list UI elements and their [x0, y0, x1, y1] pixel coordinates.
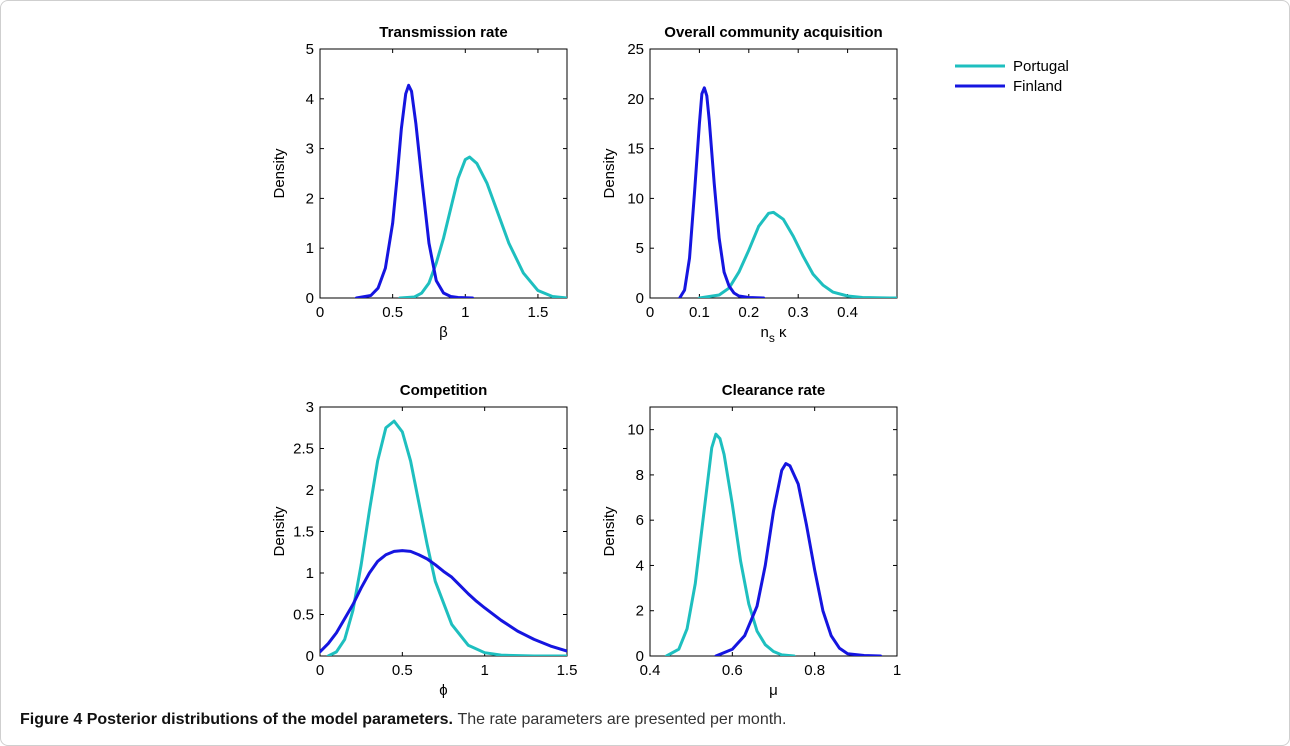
y-tick-label: 1 — [306, 565, 314, 582]
subplot-2: 0 5 10 15 20 25 0 0.1 0.2 0.3 0.4 Overall community… — [601, 24, 898, 345]
x-axis-label: ϕ — [439, 682, 447, 699]
x-tick-label: 0.4 — [640, 662, 661, 679]
y-axis-label: Density — [271, 148, 288, 199]
y-tick-label: 3 — [306, 141, 314, 158]
x-tick-label: 0.4 — [837, 304, 858, 321]
legend-label-portugal: Portugal — [1013, 58, 1069, 75]
series-line-finland — [678, 86, 766, 298]
series-line-portugal — [664, 432, 796, 656]
y-tick-label: 2.5 — [293, 441, 314, 458]
x-axis-label: β — [439, 324, 448, 341]
axes-box — [649, 48, 898, 299]
y-tick-label: 4 — [306, 91, 314, 108]
x-tick-label: 0.8 — [804, 662, 825, 679]
figure-caption: Figure 4 Posterior distributions of the … — [20, 711, 787, 729]
y-tick-label: 1 — [306, 240, 314, 257]
caption-label: Figure 4 — [20, 711, 83, 728]
axes-box — [319, 48, 568, 299]
x-tick-label: 0.5 — [382, 304, 403, 321]
caption-title: Posterior distributions of the model par… — [86, 711, 453, 728]
axes-box — [319, 406, 568, 657]
series-line-finland — [714, 462, 883, 656]
x-tick-label: 0.3 — [788, 304, 809, 321]
x-tick-label: 0 — [316, 304, 324, 321]
y-tick-label: 8 — [636, 467, 644, 484]
subplot-4: 0 2 4 6 8 10 0.4 0.6 0.8 1 Clearance rate Density μ — [601, 382, 901, 699]
y-tick-label: 0 — [636, 648, 644, 665]
y-tick-label: 10 — [627, 190, 644, 207]
series-line-finland — [320, 549, 567, 654]
x-tick-label: 0.2 — [738, 304, 759, 321]
y-tick-label: 0.5 — [293, 607, 314, 624]
y-tick-label: 1.5 — [293, 524, 314, 541]
x-tick-label: 1 — [480, 662, 488, 679]
x-tick-label: 0 — [646, 304, 654, 321]
x-tick-label: 1.5 — [557, 662, 578, 679]
subplot-title: Transmission rate — [379, 24, 507, 41]
subplot-1: 0 1 2 3 4 5 0 0.5 1 1.5 Transmission rate Density β — [271, 24, 568, 341]
y-tick-label: 2 — [636, 603, 644, 620]
x-tick-label: 0.6 — [722, 662, 743, 679]
x-tick-label: 0.1 — [689, 304, 710, 321]
y-tick-label: 6 — [636, 512, 644, 529]
series-line-portugal — [697, 210, 897, 298]
subplot-title: Overall community acquisition — [664, 24, 882, 41]
x-axis-label: μ — [769, 682, 778, 699]
axes-box — [649, 406, 898, 657]
y-tick-label: 5 — [306, 41, 314, 58]
y-tick-label: 25 — [627, 41, 644, 58]
y-tick-label: 5 — [636, 240, 644, 257]
series-line-portugal — [398, 155, 567, 298]
series-line-finland — [354, 83, 475, 298]
subplot-3: 0 0.5 1 1.5 2 2.5 3 0 0.5 1 1.5 Competition Density ϕ — [271, 382, 577, 699]
y-axis-label: Density — [601, 506, 618, 557]
legend: Portugal Finland — [955, 58, 1069, 95]
y-tick-label: 20 — [627, 91, 644, 108]
y-tick-label: 2 — [306, 190, 314, 207]
x-tick-label: 1 — [893, 662, 901, 679]
y-tick-label: 0 — [306, 290, 314, 307]
x-tick-label: 1.5 — [528, 304, 549, 321]
y-tick-label: 15 — [627, 141, 644, 158]
y-tick-label: 10 — [627, 422, 644, 439]
subplot-title: Competition — [400, 382, 488, 399]
subplot-title: Clearance rate — [722, 382, 825, 399]
x-tick-label: 1 — [461, 304, 469, 321]
y-tick-label: 4 — [636, 557, 644, 574]
y-axis-label: Density — [271, 506, 288, 557]
legend-label-finland: Finland — [1013, 78, 1062, 95]
y-tick-label: 0 — [306, 648, 314, 665]
y-tick-label: 0 — [636, 290, 644, 307]
y-tick-label: 2 — [306, 482, 314, 499]
x-tick-label: 0 — [316, 662, 324, 679]
caption-text: The rate parameters are presented per mo… — [457, 711, 787, 728]
x-tick-label: 0.5 — [392, 662, 413, 679]
y-axis-label: Density — [601, 148, 618, 199]
y-tick-label: 3 — [306, 399, 314, 416]
x-axis-label: ns κ — [760, 324, 787, 345]
series-line-portugal — [326, 419, 567, 656]
